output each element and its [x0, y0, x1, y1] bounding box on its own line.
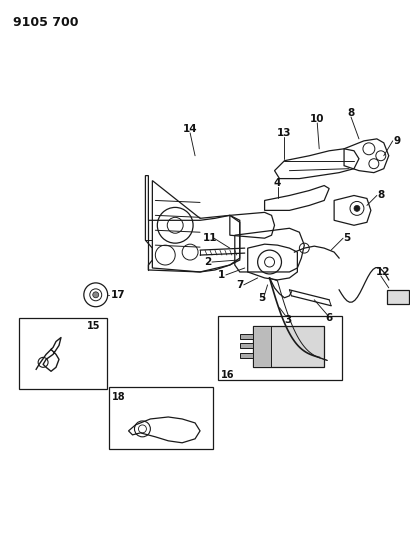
Bar [218, 316, 342, 380]
Bar [109, 387, 213, 449]
Bar [19, 318, 107, 389]
Text: 1: 1 [218, 270, 226, 280]
Text: 15: 15 [87, 320, 101, 330]
Text: 17: 17 [111, 290, 126, 300]
Text: 9: 9 [393, 136, 400, 146]
Text: 6: 6 [326, 313, 333, 322]
Text: 14: 14 [183, 124, 197, 134]
Bar [240, 353, 253, 358]
Text: 2: 2 [204, 257, 212, 267]
Text: 12: 12 [376, 267, 390, 277]
Text: 8: 8 [377, 190, 384, 200]
Text: 3: 3 [284, 314, 291, 325]
Text: 13: 13 [277, 128, 292, 138]
Bar [253, 326, 324, 367]
Text: 18: 18 [112, 392, 125, 402]
Text: 5: 5 [344, 233, 351, 243]
Bar [240, 343, 253, 349]
Text: 9105 700: 9105 700 [13, 15, 79, 29]
Text: 5: 5 [258, 293, 265, 303]
Text: 4: 4 [274, 177, 281, 188]
Circle shape [93, 292, 99, 298]
Text: 11: 11 [203, 233, 217, 243]
Text: 7: 7 [236, 280, 243, 290]
Bar [240, 334, 253, 338]
Text: 10: 10 [310, 114, 325, 124]
Circle shape [354, 205, 360, 212]
Bar [387, 290, 409, 304]
Text: 8: 8 [347, 108, 355, 118]
Text: 16: 16 [221, 370, 235, 380]
Bar [253, 326, 270, 367]
